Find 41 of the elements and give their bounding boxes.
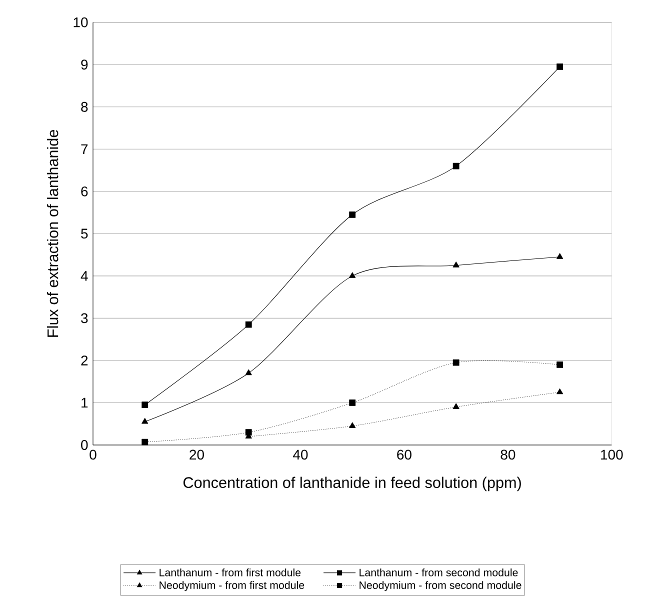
legend-label: Neodymium - from second module bbox=[360, 581, 522, 592]
point bbox=[142, 402, 148, 408]
legend-label: Neodymium - from first module bbox=[160, 581, 304, 592]
legend-label: Lanthanum - from first module bbox=[160, 568, 301, 576]
x-tick-label: 80 bbox=[500, 450, 516, 460]
point bbox=[142, 438, 148, 446]
point bbox=[349, 272, 356, 278]
y-tick-label: 4 bbox=[80, 271, 88, 281]
x-axis-title: Concentration of lanthanide in feed solution (ppm) bbox=[183, 476, 521, 492]
x-tick-label: 20 bbox=[190, 450, 204, 460]
y-tick-label: 7 bbox=[81, 144, 88, 154]
point bbox=[452, 262, 460, 268]
point bbox=[349, 211, 356, 218]
point bbox=[452, 359, 460, 366]
x-tick-label: 100 bbox=[601, 450, 623, 460]
legend-label: Lanthanum - from second module bbox=[360, 568, 518, 576]
y-tick-label: 6 bbox=[81, 186, 88, 196]
point bbox=[142, 418, 148, 424]
y-tick-label: 10 bbox=[74, 17, 88, 28]
point bbox=[556, 64, 564, 70]
point bbox=[556, 388, 564, 394]
point bbox=[349, 400, 356, 406]
point bbox=[349, 422, 356, 428]
x-tick-label: 40 bbox=[293, 450, 308, 460]
y-tick-label: 2 bbox=[81, 356, 88, 366]
y-tick-label: 5 bbox=[81, 228, 88, 239]
x-tick-label: 0 bbox=[90, 450, 96, 460]
point bbox=[245, 429, 252, 436]
point bbox=[245, 321, 252, 328]
x-tick-label: 60 bbox=[397, 450, 412, 460]
point bbox=[556, 361, 564, 368]
y-tick-label: 0 bbox=[81, 440, 88, 450]
y-tick-label: 3 bbox=[81, 313, 88, 324]
y-tick-label: 9 bbox=[81, 60, 88, 70]
point bbox=[452, 403, 460, 409]
y-axis-title: Flux of extraction of lanthanide bbox=[46, 130, 58, 337]
point bbox=[452, 162, 460, 170]
point bbox=[556, 253, 564, 259]
y-tick-label: 8 bbox=[81, 102, 88, 112]
y-tick-label: 1 bbox=[82, 398, 88, 408]
point bbox=[245, 369, 252, 376]
